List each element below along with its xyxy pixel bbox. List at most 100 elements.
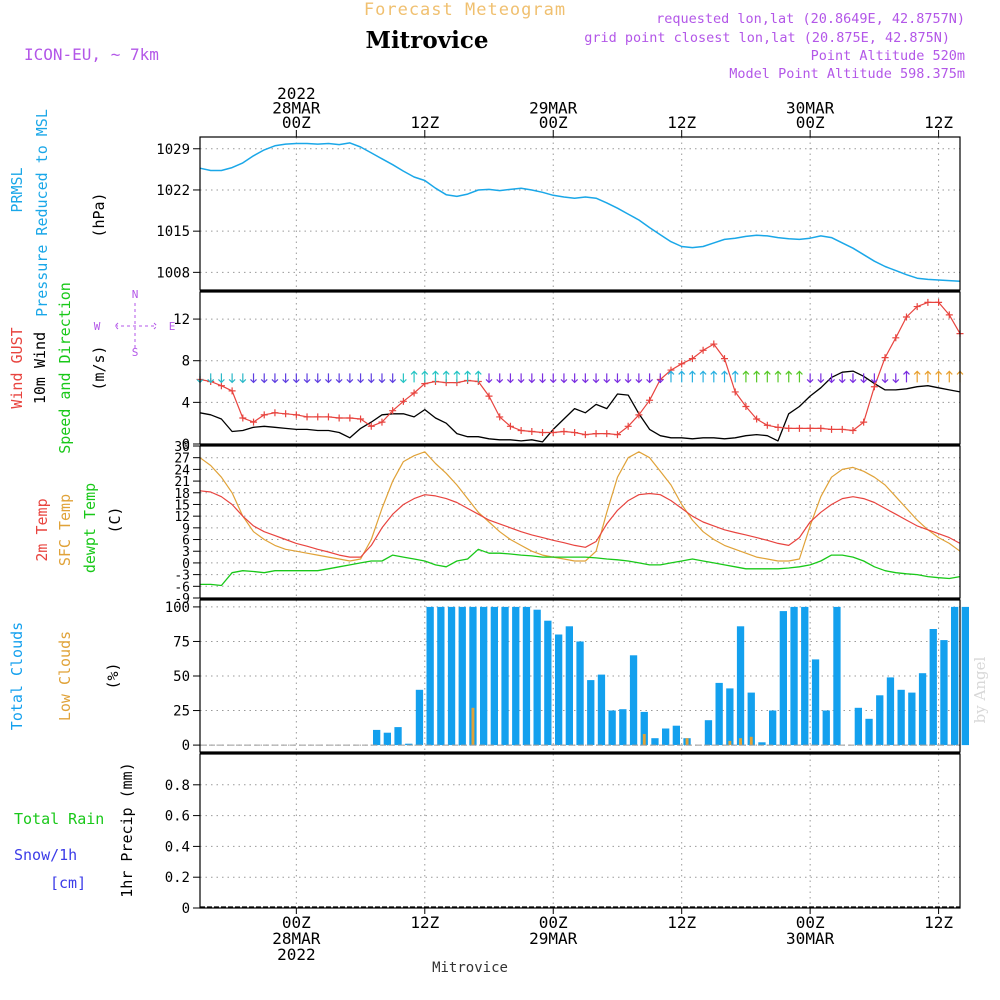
product-title: Forecast Meteogram [364, 0, 566, 20]
wind-direction-arrow [314, 373, 322, 384]
wind-gust-point [228, 387, 236, 395]
wind-direction-arrow [763, 370, 771, 383]
wind-gust-point [731, 388, 739, 396]
wind-gust-point [774, 423, 782, 431]
wind-direction-arrow [239, 373, 247, 384]
total-clouds-bar [918, 673, 927, 746]
total-clouds-bar [865, 718, 873, 746]
total-clouds-bar [833, 606, 841, 746]
wind-direction-arrow [817, 373, 825, 384]
total-clouds-bar [758, 742, 766, 746]
x-tick-label-bottom: 12Z [667, 913, 696, 932]
wind-gust-point [399, 397, 407, 405]
wind-gust-point [678, 360, 686, 368]
x-tick-label-bottom: 12Z [924, 913, 953, 932]
low-clouds-bar [749, 736, 753, 746]
model-point-altitude: Model Point Altitude 598.375m [729, 66, 965, 82]
x-tick-label-bottom: 00Z [796, 913, 825, 932]
y-tick-label: 1029 [156, 142, 190, 158]
wind-direction-arrow [474, 370, 482, 383]
y-tick-label: 0 [182, 901, 190, 917]
wind-gust-point [624, 422, 632, 430]
wind-direction-arrow [271, 373, 279, 384]
total-clouds-bar [501, 606, 509, 746]
wind-gust-line [199, 301, 961, 436]
y-tick-label: 0.6 [165, 809, 190, 825]
location-title: Mitrovice [365, 27, 488, 54]
wind-gust-point [838, 425, 846, 433]
wind-direction-arrow [367, 373, 375, 384]
wind-direction-arrow [421, 370, 429, 383]
total-clouds-bar [587, 680, 595, 745]
total-clouds-bar [929, 629, 937, 746]
wind-direction-arrow [860, 373, 868, 384]
wind-gust-point [389, 407, 397, 415]
x-tick-label-top: 00Z [539, 113, 568, 132]
wind-gust-point [828, 425, 836, 433]
wind-gust-point [528, 428, 536, 436]
y-tick-label: 0.2 [165, 870, 190, 886]
x-tick-label-top: 00Z [282, 113, 311, 132]
wind-direction-arrow [646, 373, 654, 384]
wind-direction-arrow [785, 370, 793, 383]
wind-direction-arrow [335, 373, 343, 384]
wind-direction-arrow [796, 370, 803, 383]
wind-direction-arrow [892, 373, 900, 384]
wind-gust-point [892, 334, 900, 342]
y-tick-label: 30 [174, 440, 190, 455]
total-clouds-bar [662, 728, 670, 746]
panel-frame-pressure [199, 136, 961, 291]
y-tick-label: 4 [182, 395, 190, 411]
wind-gust-point [902, 313, 910, 321]
wind-direction-arrow [699, 370, 707, 383]
wind-gust-point [485, 392, 493, 400]
total-clouds-bar [747, 692, 755, 746]
wind-gust-point [250, 418, 258, 426]
x-tick-label-top: 28MAR [272, 99, 321, 118]
wind-gust-point [688, 355, 696, 363]
wind-gust-point [742, 403, 750, 411]
y-tick-label: 100 [165, 600, 190, 616]
x-tick-label-top: 30MAR [786, 99, 835, 118]
wind-direction-arrow [667, 370, 675, 383]
watermark: by Angel [971, 656, 989, 723]
wind-gust-point [506, 422, 514, 430]
wind-gust-point [496, 413, 504, 421]
total-clouds-bar [779, 611, 787, 746]
total-clouds-bar [437, 606, 445, 746]
wind-gust-point [935, 298, 943, 306]
wind-gust-point [314, 413, 322, 421]
wind-gust-point [860, 418, 868, 426]
wind-gust-point [881, 354, 889, 362]
y-tick-label: 3 [182, 545, 190, 560]
total-clouds-bar [769, 710, 777, 745]
wind-direction-arrow [635, 373, 643, 384]
wind-gust-point [699, 346, 707, 354]
total-clouds-bar [544, 620, 552, 746]
y-tick-label: 12 [174, 510, 190, 525]
panel-frame-wind [199, 291, 961, 445]
y-tick-label: 0 [182, 557, 190, 572]
wind-direction-arrow [935, 370, 943, 383]
wind-gust-point [710, 340, 718, 348]
total-clouds-bar [512, 606, 520, 746]
wind-label-10m: 10m Wind [31, 332, 49, 404]
wind-direction-arrow [378, 373, 386, 384]
wind-direction-arrow [389, 373, 397, 384]
compass-west: W [94, 320, 101, 333]
wind-gust-point [592, 430, 600, 438]
total-clouds-bar [736, 626, 745, 746]
total-clouds-bar [651, 738, 659, 746]
wind-gust-point [217, 382, 225, 390]
clouds-label-low: Low Clouds [56, 631, 74, 721]
wind-direction-arrow [721, 370, 728, 383]
wind-direction-arrow [207, 373, 215, 384]
low-clouds-bar [739, 738, 742, 746]
total-clouds-bar [480, 606, 488, 746]
total-clouds-bar [897, 689, 905, 746]
wind-direction-arrow [806, 373, 814, 384]
wind-direction-arrow [571, 373, 579, 384]
wind-gust-point [260, 411, 268, 419]
total-clouds-bar [672, 725, 680, 745]
y-tick-label: 15 [174, 498, 190, 513]
